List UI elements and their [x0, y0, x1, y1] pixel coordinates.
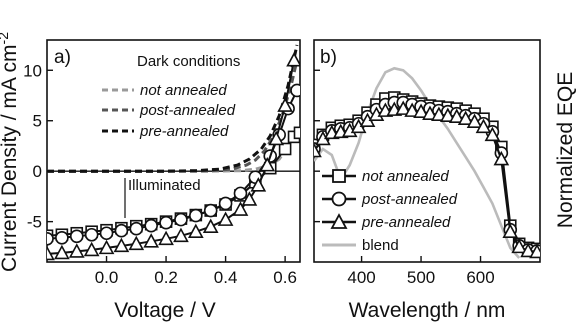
- panel-a-ytick-label: 5: [33, 112, 42, 131]
- panel-b-pre-annealed-point: [529, 243, 540, 259]
- panel-b-plot-area: [314, 66, 540, 259]
- legend-b-label-pre-annealed: pre-annealed: [361, 214, 451, 231]
- panel-a-illuminated-post-annealed-point: [290, 83, 300, 98]
- panel-a-xtick-label: 0.2: [154, 268, 178, 287]
- panel-b-pre-annealed-point: [439, 107, 456, 122]
- panel-a-plot-area: [47, 44, 300, 261]
- panel-b-letter: b): [320, 47, 337, 68]
- legend-b-label-blend: blend: [362, 237, 399, 254]
- legend-b-marker-triangle: [330, 213, 348, 229]
- panel-a-illuminated-pre-annealed-point: [277, 97, 293, 112]
- panel-a-illuminated-pre-annealed-point: [68, 243, 85, 258]
- panel-a-illuminated-pre-annealed-point: [250, 177, 267, 192]
- panel-b-pre-annealed-point: [502, 223, 519, 239]
- panel-a-illuminated-post-annealed-point: [218, 196, 233, 211]
- panel-a-frame: [46, 39, 301, 263]
- panel-b-pre-annealed-point: [314, 142, 322, 158]
- panel-a-illuminated-post-annealed-point: [99, 226, 114, 241]
- legend-a-label-not-annealed: not annealed: [140, 82, 227, 99]
- legend-b-label-not-annealed: not annealed: [362, 168, 449, 185]
- panel-a-illuminated-post-annealed-point: [114, 223, 129, 238]
- panel-a-illuminated-not-annealed-point: [278, 142, 292, 156]
- panel-a-illuminated-pre-annealed-point: [173, 227, 189, 243]
- panel-a-illuminated-post-annealed-point: [69, 229, 84, 244]
- panel-a-illuminated-post-annealed-point: [47, 231, 54, 246]
- panel-a-illuminated-pre-annealed-point: [98, 239, 115, 255]
- panel-a-xtick-label: 0.6: [273, 268, 297, 287]
- legend-b-label-post-annealed: post-annealed: [361, 191, 458, 208]
- panel-a-ticks: 0.0 0.2 0.4 0.6 -5 0 5 10: [23, 61, 297, 287]
- panel-b-ylabel: Normalized EQE: [554, 72, 577, 228]
- panel-a-illuminated-post-annealed-point: [174, 212, 188, 227]
- panel-b-xlabel: Wavelength / nm: [349, 299, 506, 322]
- panel-b-pre-annealed-point: [431, 106, 447, 121]
- panel-b-xtick-label: 600: [466, 268, 494, 287]
- panel-a-illuminated-pre-annealed-point: [217, 211, 234, 226]
- panel-a-illuminated-post-annealed-point: [189, 208, 203, 223]
- panel-a-illuminated-not-annealed-point: [293, 126, 300, 140]
- panel-b-pre-annealed-point: [484, 126, 501, 142]
- panel-a-illuminated-pre-annealed-point: [128, 235, 145, 251]
- panel-a-ylabel-superscript: -2: [0, 32, 11, 45]
- panel-b-blend-line: [314, 66, 521, 259]
- panel-a-illuminated-pre-annealed-point: [187, 223, 204, 239]
- panel-a-xlabel: Voltage / V: [114, 299, 216, 322]
- panel-a-xtick-label: 0.0: [95, 268, 119, 287]
- panel-b-pre-annealed-point: [457, 110, 474, 126]
- panel-b-ticks: 400 500 600: [314, 69, 495, 287]
- panel-a-illuminated-post-annealed-point: [129, 221, 144, 236]
- panel-a-illuminated-pre-annealed-point: [241, 191, 258, 206]
- panel-b-pre-annealed-point: [422, 105, 438, 120]
- panel-a-legend: not annealed post-annealed pre-annealed: [102, 82, 236, 140]
- panel-b-xtick-label: 400: [347, 268, 375, 287]
- panel-a-ytick-label: 0: [33, 162, 42, 181]
- panel-a-ylabel-main: Current Density / mA cm: [0, 44, 21, 272]
- panel-a-illuminated-post-annealed-point: [144, 218, 158, 233]
- panel-b-pre-annealed-point: [413, 103, 429, 118]
- panel-a-illuminated-pre-annealed-point: [54, 244, 70, 260]
- panel-b-pre-annealed-point: [493, 150, 510, 166]
- panel-a-illuminated-pre-annealed-point: [113, 237, 130, 253]
- panel-a-illuminated-post-annealed-point: [84, 227, 99, 242]
- panel-a-illuminated-post-annealed-point: [159, 215, 173, 230]
- panel-a-xtick-label: 0.4: [214, 268, 238, 287]
- panel-a-illuminated-pre-annealed-point: [286, 52, 300, 67]
- legend-a-label-post-annealed: post-annealed: [139, 102, 236, 119]
- panel-b-pre-annealed-point: [511, 238, 528, 254]
- legend-b-marker-square: [332, 169, 346, 183]
- panel-a-illuminated-pre-annealed-point: [47, 245, 55, 261]
- legend-b-marker-circle: [331, 191, 347, 207]
- panel-b-pre-annealed-point: [395, 100, 412, 115]
- panel-b-pre-annealed-point: [404, 102, 420, 117]
- panel-a-illuminated-pre-annealed-point: [259, 156, 276, 172]
- panel-a-ytick-label: -5: [27, 213, 42, 232]
- panel-a-letter: a): [54, 47, 71, 68]
- panel-b-pre-annealed-point: [520, 242, 536, 258]
- panel-b-pre-annealed-point: [466, 113, 483, 129]
- illuminated-label: Illuminated: [128, 177, 201, 194]
- panel-a-illuminated-pre-annealed-point: [158, 230, 174, 246]
- panel-a-illuminated-post-annealed-point: [203, 203, 218, 218]
- panel-a-illuminated-pre-annealed-point: [202, 218, 219, 233]
- panel-b-xtick-label: 500: [407, 268, 435, 287]
- panel-a-illuminated-pre-annealed-point: [232, 201, 249, 216]
- dark-conditions-label: Dark conditions: [137, 53, 240, 70]
- panel-a-illuminated-pre-annealed-point: [268, 130, 285, 146]
- panel-a-ytick-label: 10: [23, 61, 42, 80]
- panel-a-ylabel: Current Density / mA cm-2: [0, 32, 21, 272]
- panel-a-illuminated-post-annealed-point: [233, 186, 248, 201]
- panel-b-pre-annealed-point: [448, 108, 465, 123]
- panel-a-illuminated-pre-annealed-point: [83, 241, 100, 257]
- panel-a-illuminated-post-annealed-point: [55, 230, 69, 245]
- panel-b-pre-annealed-point: [475, 118, 492, 134]
- panel-a-illuminated-pre-annealed-point: [143, 233, 160, 248]
- legend-a-label-pre-annealed: pre-annealed: [139, 123, 229, 140]
- panel-b-legend: not annealed post-annealed pre-annealed …: [322, 168, 458, 254]
